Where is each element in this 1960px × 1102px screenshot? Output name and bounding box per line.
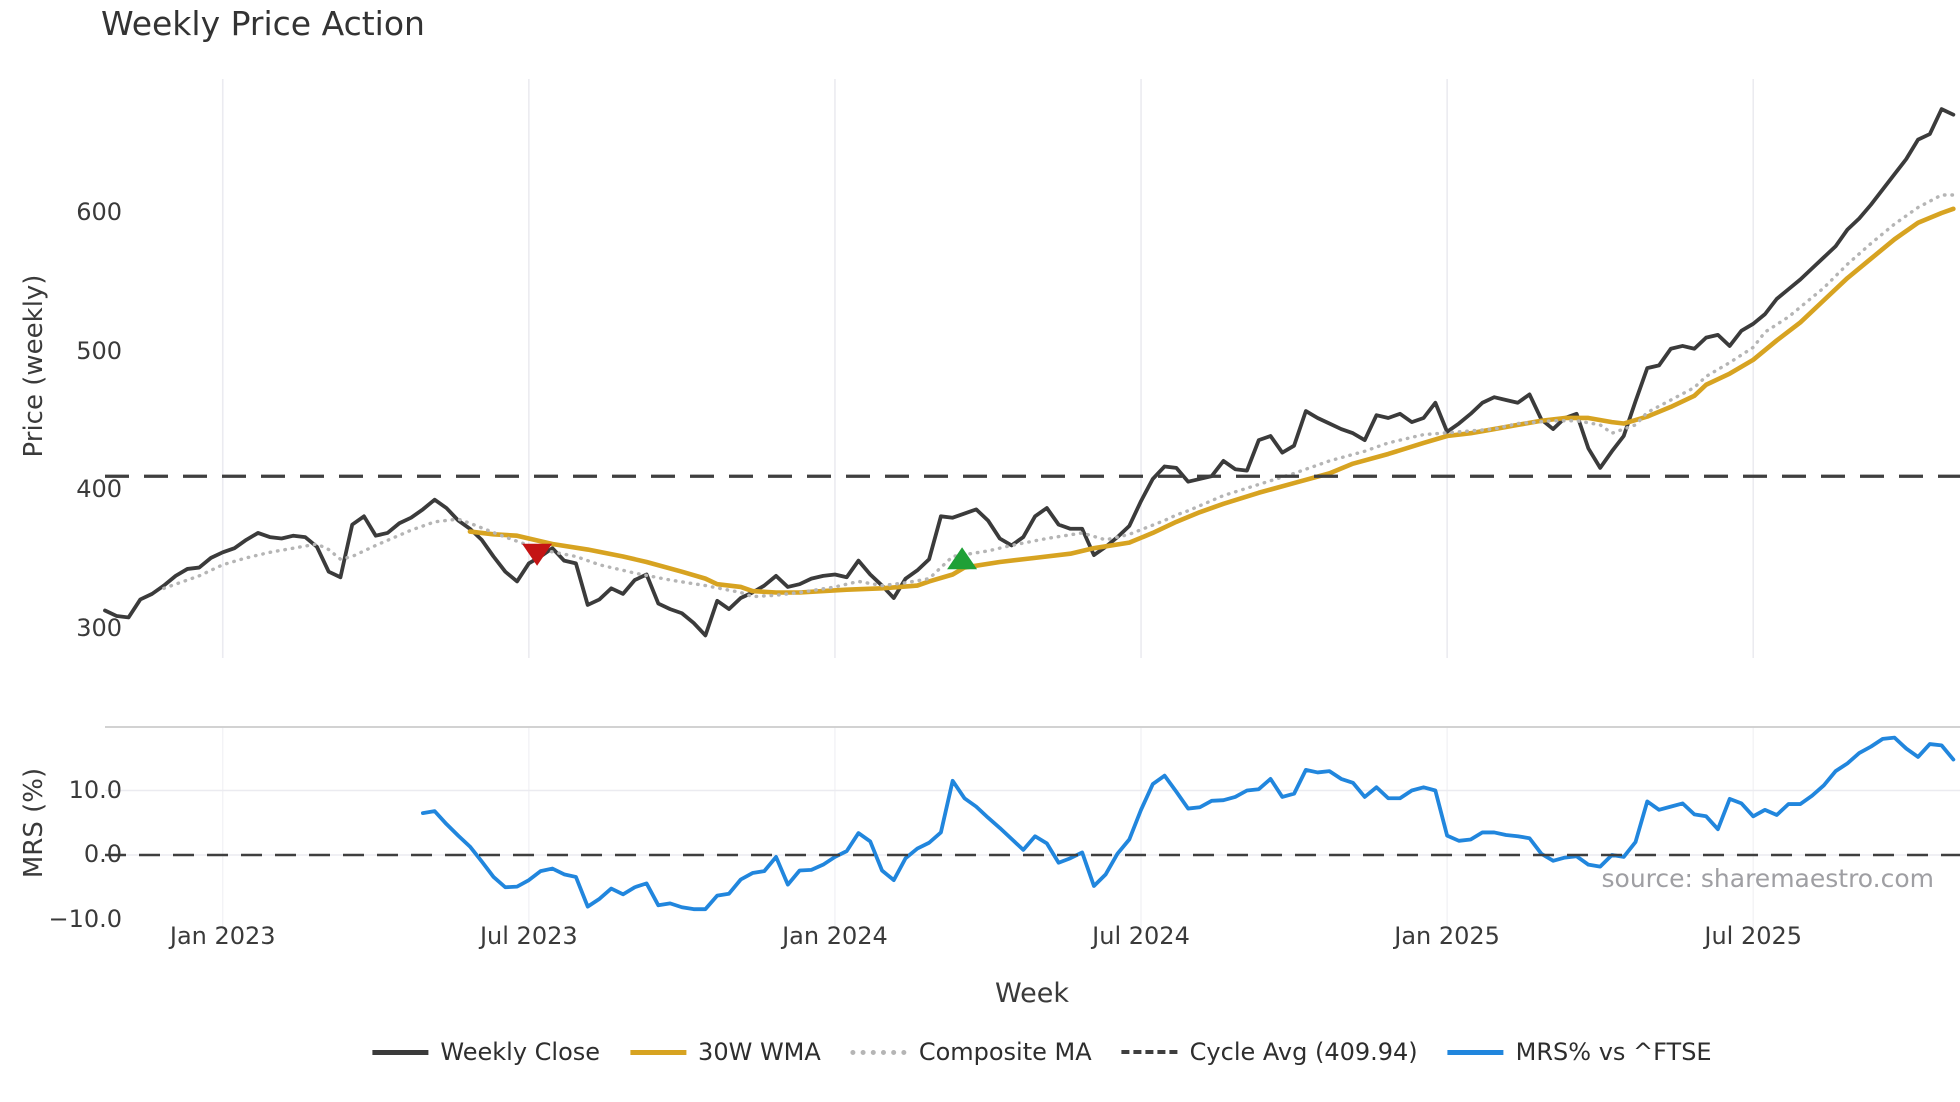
- chart-legend: Weekly Close 30W WMA Composite MA Cycle Avg…: [372, 1038, 1712, 1066]
- series-mrs-vs-ftse: [420, 735, 1956, 912]
- x-tick-label: Jul 2024: [1092, 922, 1190, 950]
- x-tick-label: Jan 2023: [169, 922, 276, 950]
- legend-item-cycle-avg-409-94-[interactable]: Cycle Avg (409.94): [1121, 1038, 1418, 1066]
- price-tick-label: 600: [76, 198, 122, 226]
- price-tick-label: 300: [76, 613, 122, 642]
- mrs-tick-label: −10.0: [48, 904, 122, 933]
- legend-label: MRS% vs ^FTSE: [1515, 1038, 1712, 1066]
- legend-swatch-solid-icon: [630, 1049, 687, 1055]
- legend-swatch-solid-icon: [372, 1049, 429, 1055]
- series-composite-ma: [162, 193, 1956, 599]
- x-axis-label: Week: [995, 978, 1069, 1009]
- legend-swatch-solid-icon: [1447, 1049, 1504, 1055]
- mrs-tick-label: 0.0: [83, 840, 122, 868]
- source-watermark: source: sharemaestro.com: [1601, 864, 1935, 893]
- x-tick-label: Jul 2025: [1704, 922, 1803, 950]
- price-tick-label: 500: [76, 336, 122, 365]
- x-tick-label: Jan 2024: [782, 922, 888, 950]
- legend-swatch-dotted-icon: [850, 1049, 907, 1055]
- sell-signal-marker: [522, 543, 553, 566]
- buy-signal-marker: [947, 547, 978, 570]
- legend-item-mrs-vs-ftse[interactable]: MRS% vs ^FTSE: [1447, 1038, 1712, 1066]
- chart-title: Weekly Price Action: [101, 4, 425, 43]
- series-30w-wma: [467, 206, 1956, 595]
- x-tick-label: Jan 2025: [1394, 922, 1500, 950]
- legend-item-weekly-close[interactable]: Weekly Close: [372, 1038, 600, 1066]
- x-tick-label: Jul 2023: [479, 922, 578, 950]
- legend-label: 30W WMA: [698, 1038, 821, 1066]
- legend-item-composite-ma[interactable]: Composite MA: [850, 1038, 1092, 1066]
- legend-label: Composite MA: [918, 1038, 1092, 1066]
- legend-label: Cycle Avg (409.94): [1189, 1038, 1418, 1066]
- series-weekly-close: [103, 107, 1956, 638]
- legend-item-30w-wma[interactable]: 30W WMA: [630, 1038, 821, 1066]
- legend-label: Weekly Close: [440, 1038, 601, 1066]
- legend-swatch-dashed-icon: [1121, 1050, 1178, 1054]
- mrs-axis-label: MRS (%): [19, 767, 49, 879]
- price-tick-label: 400: [76, 475, 122, 503]
- mrs-tick-label: 10.0: [68, 775, 122, 804]
